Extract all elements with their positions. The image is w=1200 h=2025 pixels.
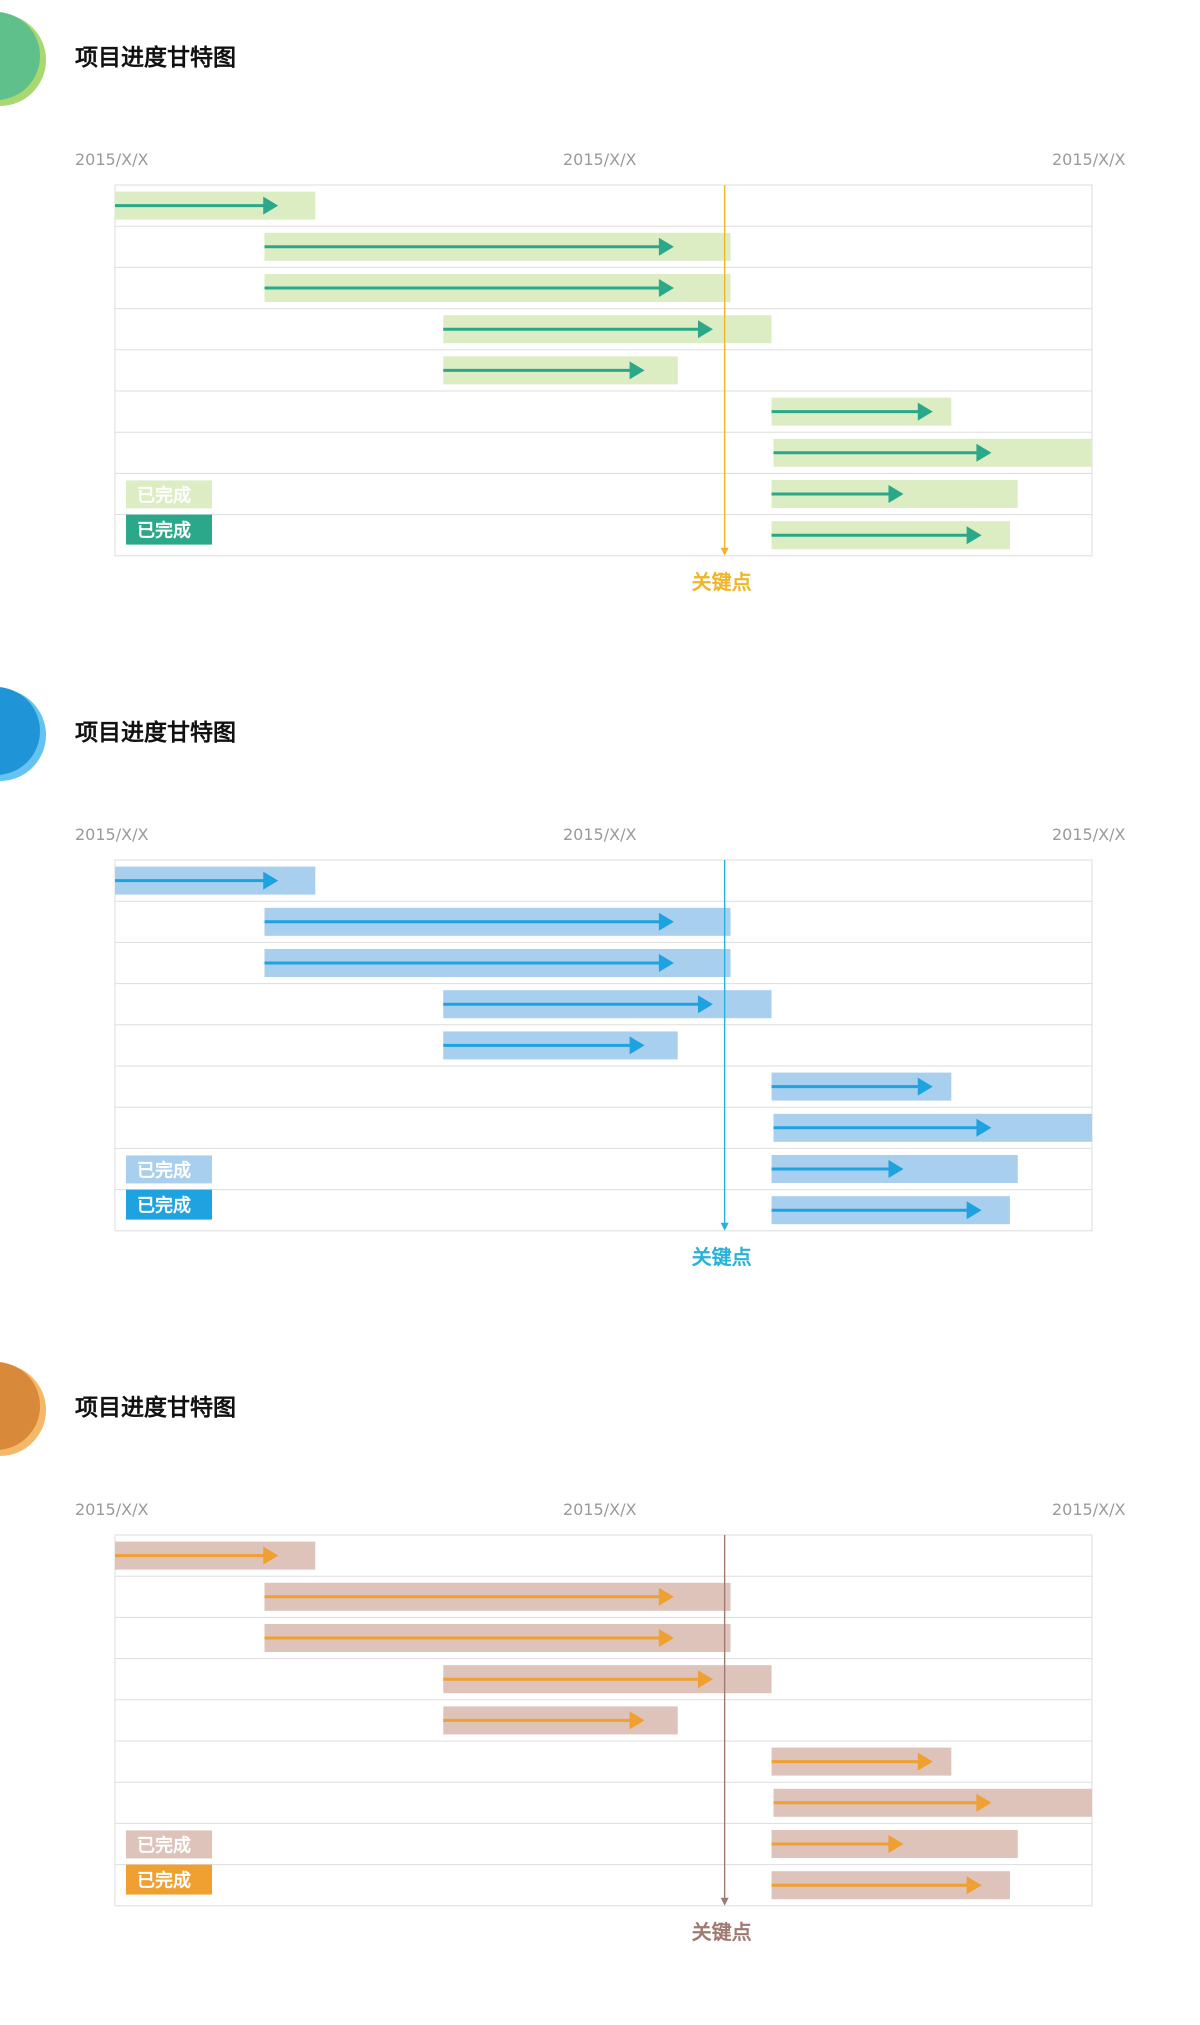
gantt-panel-green: 2015/X/X 2015/X/X 2015/X/X 关键点 已完成 已完成 项目进度甘特… <box>0 0 1200 675</box>
x-tick-label: 2015/X/X <box>1052 825 1125 844</box>
completed-arrow <box>629 1711 645 1730</box>
legend-completed-swatch <box>126 1864 212 1895</box>
milestone-arrow <box>720 1897 729 1906</box>
completed-arrow <box>658 237 674 256</box>
completed-arrow <box>697 1670 713 1689</box>
completed-arrow <box>966 1201 982 1220</box>
milestone-label: 关键点 <box>692 1245 752 1269</box>
legend-planned-swatch <box>126 1155 212 1184</box>
completed-arrow <box>697 320 713 339</box>
legend-planned-label: 已完成 <box>137 1159 191 1181</box>
completed-arrow <box>976 1118 992 1137</box>
plot-frame <box>114 1534 1093 1907</box>
completed-arrow <box>697 995 713 1014</box>
completed-arrow <box>917 1077 933 1096</box>
completed-arrow <box>888 1160 904 1178</box>
x-tick-label: 2015/X/X <box>75 150 148 169</box>
legend-completed-swatch <box>126 514 212 545</box>
x-tick-label: 2015/X/X <box>563 825 636 844</box>
chart-title: 项目进度甘特图 <box>75 1395 236 1421</box>
chart-title: 项目进度甘特图 <box>75 720 236 746</box>
legend-planned-swatch <box>126 480 212 509</box>
completed-arrow <box>966 1876 982 1895</box>
legend-planned-label: 已完成 <box>137 1834 191 1856</box>
x-tick-label: 2015/X/X <box>75 825 148 844</box>
completed-arrow <box>888 1835 904 1853</box>
legend-planned-label: 已完成 <box>137 484 191 506</box>
completed-arrow <box>917 1752 933 1771</box>
legend-completed-label: 已完成 <box>137 1870 191 1892</box>
x-tick-label: 2015/X/X <box>1052 150 1125 169</box>
x-tick-label: 2015/X/X <box>75 1500 148 1519</box>
completed-arrow <box>888 485 904 503</box>
completed-arrow <box>658 912 674 931</box>
legend-completed-label: 已完成 <box>137 520 191 542</box>
milestone-arrow <box>720 1222 729 1231</box>
completed-arrow <box>263 871 279 890</box>
completed-arrow <box>263 196 279 215</box>
x-tick-label: 2015/X/X <box>563 1500 636 1519</box>
chart-title: 项目进度甘特图 <box>75 45 236 71</box>
gantt-panel-blue: 2015/X/X 2015/X/X 2015/X/X 关键点 已完成 已完成 项目进度甘特… <box>0 675 1200 1350</box>
plot-frame <box>114 184 1093 557</box>
gantt-panel-orange: 2015/X/X 2015/X/X 2015/X/X 关键点 已完成 已完成 项目进度甘特… <box>0 1350 1200 2025</box>
milestone-label: 关键点 <box>692 1920 752 1944</box>
x-tick-label: 2015/X/X <box>1052 1500 1125 1519</box>
completed-arrow <box>658 1587 674 1606</box>
header-circle <box>0 687 40 775</box>
completed-arrow <box>966 526 982 545</box>
completed-arrow <box>917 402 933 421</box>
legend-completed-label: 已完成 <box>137 1195 191 1217</box>
completed-arrow <box>629 361 645 380</box>
completed-arrow <box>976 1793 992 1812</box>
completed-arrow <box>263 1546 279 1565</box>
milestone-arrow <box>720 547 729 556</box>
plot-frame <box>114 859 1093 1232</box>
completed-arrow <box>976 443 992 462</box>
legend-completed-swatch <box>126 1189 212 1220</box>
header-circle <box>0 1362 40 1450</box>
x-tick-label: 2015/X/X <box>563 150 636 169</box>
completed-arrow <box>658 954 674 972</box>
completed-arrow <box>658 279 674 297</box>
completed-arrow <box>658 1629 674 1647</box>
milestone-label: 关键点 <box>692 570 752 594</box>
legend-planned-swatch <box>126 1830 212 1859</box>
header-circle <box>0 12 40 100</box>
completed-arrow <box>629 1036 645 1055</box>
